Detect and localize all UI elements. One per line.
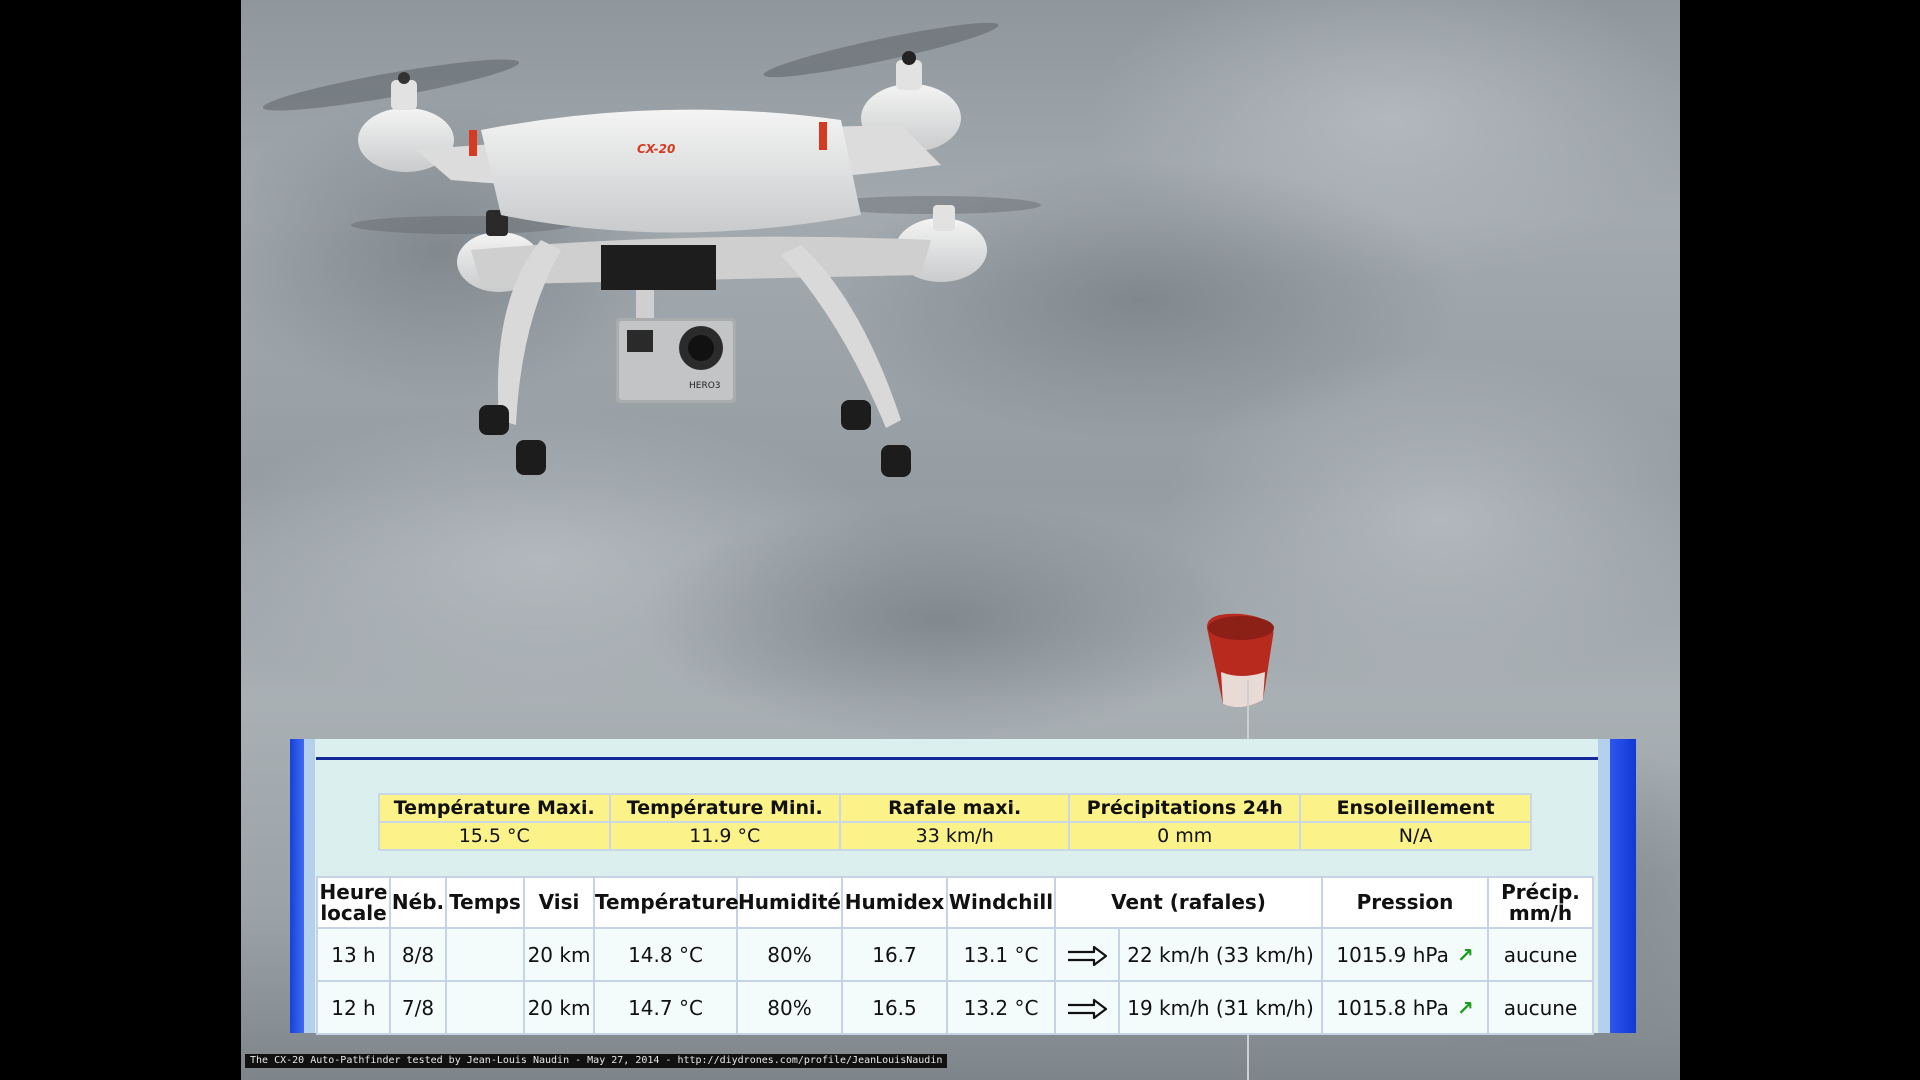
cell-humidex: 16.5 — [841, 980, 948, 1035]
summary-header: Température Mini. — [608, 793, 841, 823]
cell-temperature: 14.7 °C — [593, 980, 738, 1035]
cell-precip: aucune — [1487, 980, 1594, 1035]
col-weather: Temps — [445, 876, 525, 929]
panel-edge-left-inner — [304, 739, 315, 1033]
col-heure-line1: Heure — [319, 879, 388, 904]
hourly-observations-table: Heure locale Néb. Temps Visi Température … — [316, 876, 1594, 1035]
cell-windchill: 13.2 °C — [946, 980, 1056, 1035]
cell-visi: 20 km — [523, 927, 595, 982]
cell-vent: 22 km/h (33 km/h) — [1118, 927, 1323, 982]
col-visibility: Visi — [523, 876, 595, 929]
col-windchill: Windchill — [946, 876, 1056, 929]
svg-text:CX-20: CX-20 — [637, 142, 675, 156]
summary-header: Ensoleillement — [1299, 793, 1532, 823]
col-humidex: Humidex — [841, 876, 948, 929]
weather-panel: Température Maxi. Température Mini. Rafa… — [290, 739, 1636, 1035]
summary-value: 11.9 °C — [608, 821, 841, 851]
col-precip-line2: mm/h — [1508, 900, 1573, 925]
panel-divider — [316, 757, 1598, 760]
cell-pression-value: 1015.9 hPa — [1336, 942, 1449, 967]
trend-up-arrow-icon: ↗ — [1456, 942, 1474, 967]
col-heure-locale: Heure locale — [316, 876, 391, 929]
table-row: 12 h 7/8 20 km 14.7 °C 80% 16.5 13.2 °C … — [316, 980, 1594, 1035]
daily-summary-table: Température Maxi. Température Mini. Rafa… — [378, 793, 1532, 851]
panel-edge-right — [1610, 739, 1636, 1033]
cell-wind-direction — [1054, 927, 1120, 982]
cell-neb: 8/8 — [389, 927, 447, 982]
col-pressure: Pression — [1321, 876, 1489, 929]
photo-credit: The CX-20 Auto-Pathfinder tested by Jean… — [245, 1054, 948, 1068]
summary-value: 33 km/h — [838, 821, 1071, 851]
summary-header: Précipitations 24h — [1068, 793, 1302, 823]
right-arrow-icon — [1068, 998, 1108, 1019]
drone: CX-20 HERO3 — [262, 22, 1041, 477]
cell-vent: 19 km/h (31 km/h) — [1118, 980, 1323, 1035]
cell-pression: 1015.8 hPa ↗ — [1321, 980, 1489, 1035]
panel-edge-right-inner — [1598, 739, 1610, 1033]
col-wind: Vent (rafales) — [1054, 876, 1323, 929]
cell-temps — [445, 980, 525, 1035]
cell-windchill: 13.1 °C — [946, 927, 1056, 982]
col-precip-line1: Précip. — [1501, 879, 1580, 904]
cell-temperature: 14.8 °C — [593, 927, 738, 982]
cell-pression: 1015.9 hPa ↗ — [1321, 927, 1489, 982]
cell-humidite: 80% — [736, 980, 843, 1035]
cell-precip: aucune — [1487, 927, 1594, 982]
svg-text:HERO3: HERO3 — [689, 381, 721, 391]
summary-value: N/A — [1299, 821, 1532, 851]
cell-heure: 13 h — [316, 927, 391, 982]
col-nebulosity: Néb. — [389, 876, 447, 929]
cell-neb: 7/8 — [389, 980, 447, 1035]
summary-value: 0 mm — [1068, 821, 1302, 851]
table-row: 13 h 8/8 20 km 14.8 °C 80% 16.7 13.1 °C … — [316, 927, 1594, 982]
right-arrow-icon — [1068, 945, 1108, 966]
cell-visi: 20 km — [523, 980, 595, 1035]
panel-edge-left — [290, 739, 304, 1033]
trend-up-arrow-icon: ↗ — [1456, 995, 1474, 1020]
summary-header: Rafale maxi. — [838, 793, 1071, 823]
summary-value: 15.5 °C — [378, 821, 611, 851]
windsock — [1206, 613, 1274, 708]
cell-temps — [445, 927, 525, 982]
cell-heure: 12 h — [316, 980, 391, 1035]
col-temperature: Température — [593, 876, 739, 929]
summary-header-row: Température Maxi. Température Mini. Rafa… — [378, 793, 1532, 823]
cell-humidex: 16.7 — [841, 927, 948, 982]
summary-header: Température Maxi. — [378, 793, 611, 823]
summary-value-row: 15.5 °C 11.9 °C 33 km/h 0 mm N/A — [378, 821, 1532, 851]
col-heure-line2: locale — [320, 900, 387, 925]
hourly-header-row: Heure locale Néb. Temps Visi Température … — [316, 876, 1594, 929]
cell-humidite: 80% — [736, 927, 843, 982]
col-humidity: Humidité — [736, 876, 843, 929]
cell-wind-direction — [1054, 980, 1120, 1035]
col-precip: Précip. mm/h — [1487, 876, 1594, 929]
cell-pression-value: 1015.8 hPa — [1336, 995, 1449, 1020]
